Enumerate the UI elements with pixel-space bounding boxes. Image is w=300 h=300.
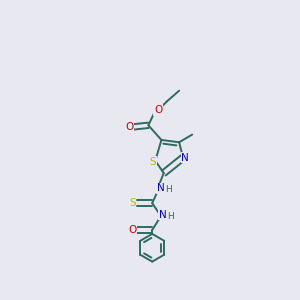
Text: N: N bbox=[182, 153, 189, 163]
Text: S: S bbox=[150, 157, 156, 167]
Text: O: O bbox=[125, 122, 133, 132]
Text: O: O bbox=[154, 105, 163, 115]
Text: S: S bbox=[129, 198, 136, 208]
Text: H: H bbox=[167, 212, 174, 221]
Text: O: O bbox=[128, 225, 136, 235]
Text: H: H bbox=[165, 185, 172, 194]
Text: N: N bbox=[159, 210, 167, 220]
Text: N: N bbox=[157, 184, 165, 194]
